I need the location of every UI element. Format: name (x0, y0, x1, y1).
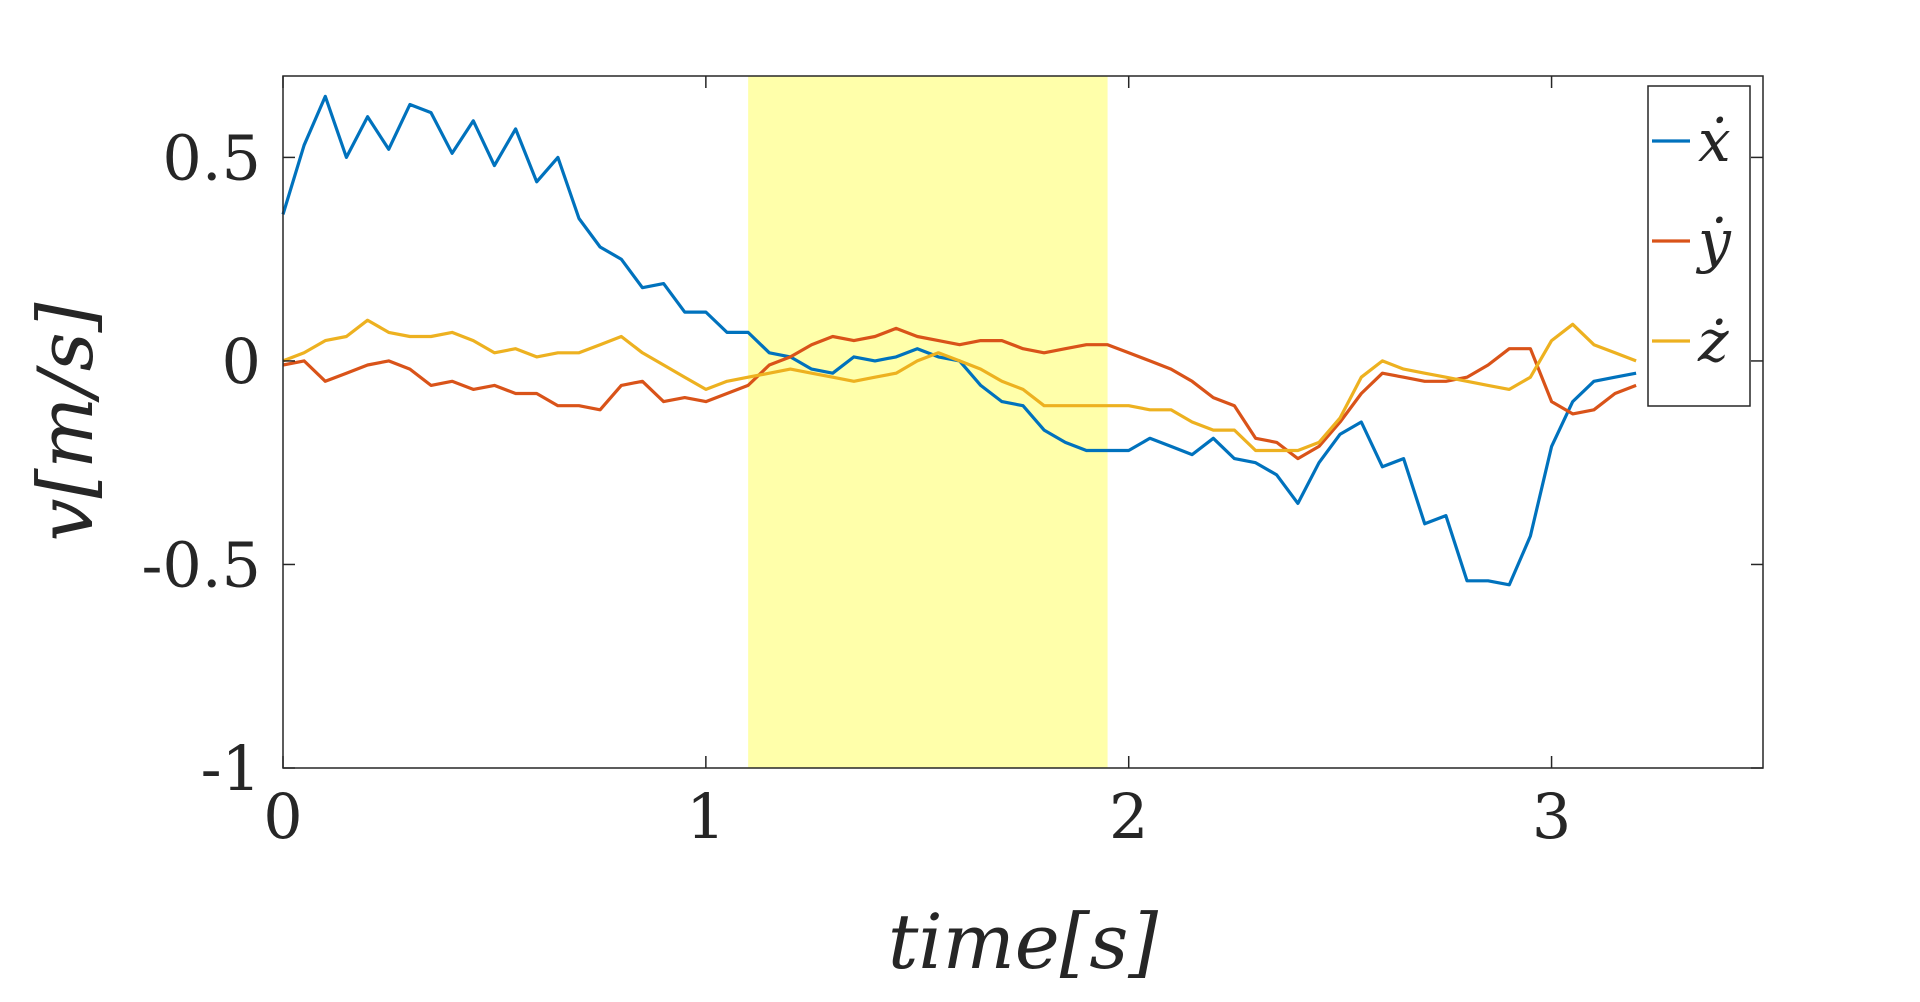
plot-area-border (282, 75, 1764, 769)
y-axis-label: v[m/s] (21, 302, 110, 541)
x-axis-label: time[s] (888, 897, 1159, 986)
y-tick-label: -0.5 (141, 528, 261, 601)
legend-label-2: ẏ (1695, 207, 1732, 275)
y-tick-label: 0 (222, 325, 261, 398)
legend: ẋẏż (1647, 85, 1751, 407)
x-tick-label: 1 (686, 780, 725, 853)
series-line-2 (282, 326, 1637, 461)
legend-label-1: ẋ (1698, 107, 1731, 175)
legend-label-3: ż (1697, 307, 1729, 375)
y-tick-label: 0.5 (162, 121, 261, 194)
y-tick-label: -1 (201, 732, 261, 805)
highlight-region (748, 76, 1108, 768)
x-tick-label: 2 (1109, 780, 1148, 853)
series-line-3 (282, 318, 1637, 453)
x-tick-label: 0 (263, 780, 302, 853)
legend-box (1647, 85, 1751, 407)
x-tick-label: 3 (1532, 780, 1571, 853)
